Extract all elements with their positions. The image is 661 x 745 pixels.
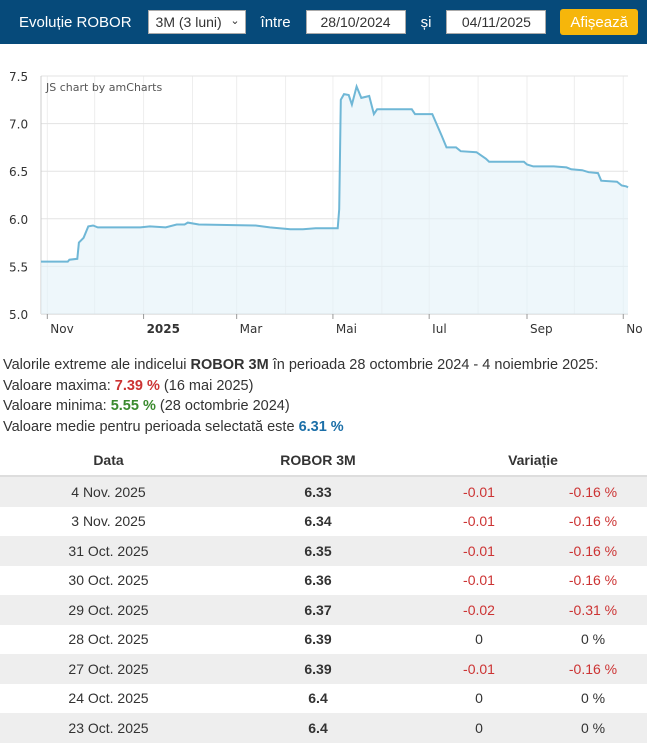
x-tick-label: Nov bbox=[50, 322, 73, 336]
row-value: 6.35 bbox=[217, 536, 419, 566]
intro-text: Valorile extreme ale indicelui bbox=[3, 357, 191, 373]
y-tick-label: 6.5 bbox=[9, 165, 28, 179]
stats-min: Valoare minima: 5.55 % (28 octombrie 202… bbox=[3, 396, 598, 417]
row-value: 6.36 bbox=[304, 572, 332, 589]
row-value: 6.39 bbox=[217, 654, 419, 684]
robor-table: Data ROBOR 3M Variație 4 Nov. 2025 6.33 -0… bbox=[0, 444, 647, 743]
min-date: (28 octombrie 2024) bbox=[155, 398, 290, 414]
row-date: 28 Oct. 2025 bbox=[68, 631, 149, 648]
row-date: 31 Oct. 2025 bbox=[0, 536, 217, 566]
filter-toolbar: Evoluție ROBOR 3M (3 luni) ⌄ între 28/10/… bbox=[0, 0, 647, 44]
between-label: între bbox=[260, 13, 291, 31]
row-change: -0.01 bbox=[419, 536, 539, 566]
row-change-pct: -0.31 % bbox=[539, 595, 647, 625]
row-date: 27 Oct. 2025 bbox=[0, 654, 217, 684]
row-change-pct: -0.16 % bbox=[539, 476, 647, 507]
x-tick-label: Sep bbox=[530, 322, 553, 336]
row-change: -0.01 bbox=[419, 654, 539, 684]
row-change-pct: -0.16 % bbox=[568, 572, 618, 589]
show-button[interactable]: Afișează bbox=[560, 9, 638, 35]
row-date: 24 Oct. 2025 bbox=[68, 690, 149, 707]
row-date: 3 Nov. 2025 bbox=[71, 513, 146, 530]
x-tick-label: No bbox=[626, 322, 642, 336]
x-tick-label: Mar bbox=[240, 322, 263, 336]
max-date: (16 mai 2025) bbox=[159, 377, 254, 394]
table-row: 28 Oct. 2025 6.39 0 0 % bbox=[0, 625, 647, 655]
row-change: -0.02 bbox=[419, 595, 539, 625]
table-row: 3 Nov. 2025 6.34 -0.01 -0.16 % bbox=[0, 507, 647, 537]
robor-chart: 5.0 5.5 6.0 6.5 7.0 7.5 Nov 2025 Mar Mai Iul Sep No J… bbox=[9, 70, 643, 336]
header-variation: Variație bbox=[419, 444, 647, 477]
row-change-pct: -0.16 % bbox=[539, 536, 647, 566]
toolbar-title: Evoluție ROBOR bbox=[19, 13, 132, 31]
max-value: 7.39 % bbox=[114, 377, 160, 394]
header-date: Data bbox=[0, 444, 217, 477]
row-change-pct: 0 % bbox=[539, 713, 647, 743]
row-value: 6.39 bbox=[304, 631, 332, 648]
row-date: 30 Oct. 2025 bbox=[68, 572, 149, 589]
x-tick-label: Mai bbox=[336, 322, 357, 336]
x-tick-label: Iul bbox=[432, 322, 446, 336]
chevron-down-icon: ⌄ bbox=[230, 15, 240, 27]
watermark: JS chart by amCharts bbox=[45, 81, 162, 94]
period-select[interactable]: 3M (3 luni) ⌄ bbox=[147, 10, 246, 34]
row-value: 6.37 bbox=[217, 595, 419, 625]
intro-index: ROBOR 3M bbox=[190, 357, 269, 373]
row-date: 29 Oct. 2025 bbox=[0, 595, 217, 625]
avg-value: 6.31 % bbox=[298, 418, 344, 435]
max-label: Valoare maxima: bbox=[3, 377, 115, 394]
table-row: 4 Nov. 2025 6.33 -0.01 -0.16 % bbox=[0, 476, 647, 507]
y-tick-label: 7.0 bbox=[9, 118, 28, 132]
row-value: 6.33 bbox=[217, 476, 419, 507]
stats-intro: Valorile extreme ale indicelui ROBOR 3M … bbox=[3, 355, 598, 376]
y-tick-label: 7.5 bbox=[9, 70, 28, 84]
table-row: 30 Oct. 2025 6.36 -0.01 -0.16 % bbox=[0, 566, 647, 596]
row-change: 0 bbox=[475, 631, 483, 648]
avg-label: Valoare medie pentru perioada selectată … bbox=[3, 418, 299, 435]
row-change: 0 bbox=[419, 713, 539, 743]
x-tick-label: 2025 bbox=[147, 322, 180, 336]
period-value: 3M (3 luni) bbox=[155, 14, 222, 30]
row-value: 6.34 bbox=[304, 513, 332, 530]
row-change: 0 bbox=[475, 690, 483, 707]
series-line bbox=[41, 83, 629, 263]
to-date-input[interactable]: 04/11/2025 bbox=[446, 10, 547, 34]
min-value: 5.55 % bbox=[110, 398, 156, 414]
y-tick-label: 5.5 bbox=[9, 260, 28, 274]
row-date: 4 Nov. 2025 bbox=[0, 476, 217, 507]
y-tick-label: 5.0 bbox=[9, 308, 28, 322]
row-change: -0.01 bbox=[419, 476, 539, 507]
table-row: 27 Oct. 2025 6.39 -0.01 -0.16 % bbox=[0, 654, 647, 684]
series-area bbox=[41, 86, 628, 314]
intro-period: în perioada 28 octombrie 2024 - 4 noiemb… bbox=[268, 357, 599, 373]
stats-block: Valorile extreme ale indicelui ROBOR 3M … bbox=[3, 355, 598, 437]
table-row: 24 Oct. 2025 6.4 0 0 % bbox=[0, 684, 647, 714]
row-change: -0.01 bbox=[463, 572, 495, 589]
row-change: -0.01 bbox=[463, 513, 495, 530]
row-change-pct: 0 % bbox=[580, 631, 606, 648]
row-change-pct: -0.16 % bbox=[539, 654, 647, 684]
table-row: 31 Oct. 2025 6.35 -0.01 -0.16 % bbox=[0, 536, 647, 566]
min-label: Valoare minima: bbox=[3, 398, 111, 414]
row-value: 6.4 bbox=[308, 690, 328, 707]
header-robor: ROBOR 3M bbox=[217, 444, 419, 477]
y-tick-label: 6.0 bbox=[9, 213, 28, 227]
row-change-pct: 0 % bbox=[580, 690, 606, 707]
stats-avg: Valoare medie pentru perioada selectată … bbox=[3, 417, 598, 438]
row-value: 6.4 bbox=[217, 713, 419, 743]
row-date: 23 Oct. 2025 bbox=[0, 713, 217, 743]
table-row: 29 Oct. 2025 6.37 -0.02 -0.31 % bbox=[0, 595, 647, 625]
from-date-input[interactable]: 28/10/2024 bbox=[305, 10, 406, 34]
and-label: și bbox=[420, 13, 432, 31]
stats-max: Valoare maxima: 7.39 % (16 mai 2025) bbox=[3, 376, 598, 397]
row-change-pct: -0.16 % bbox=[568, 513, 618, 530]
table-row: 23 Oct. 2025 6.4 0 0 % bbox=[0, 713, 647, 743]
